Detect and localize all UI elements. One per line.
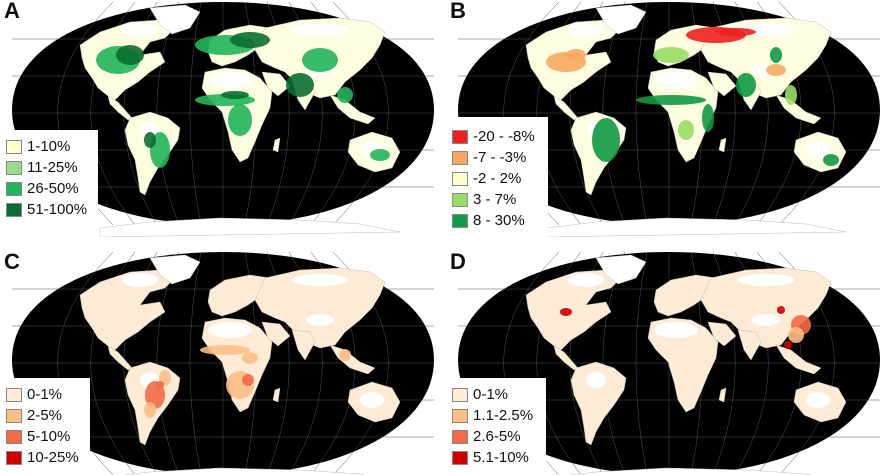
legend-item: -7 - -3%	[452, 147, 540, 168]
legend-label: 0-1%	[473, 386, 509, 403]
legend-item: 10-25%	[6, 447, 82, 468]
legend-label: 51-100%	[27, 201, 88, 218]
legend-item: 51-100%	[6, 199, 90, 220]
legend-item: -2 - 2%	[452, 168, 540, 189]
legend-label: 3 - 7%	[473, 191, 517, 208]
swatch	[6, 387, 22, 402]
southAmerica-shape	[570, 361, 627, 446]
arabia-shape	[707, 321, 737, 347]
legend-label: -7 - -3%	[473, 149, 527, 166]
swatch	[452, 387, 468, 402]
panel-b: B -20 - -8% -7 - -3% -2 - 2% 3 - 7% 8 - …	[446, 0, 892, 237]
legend-item: 26-50%	[6, 178, 90, 199]
swatch	[452, 192, 468, 207]
legend-label: 1.1-2.5%	[473, 407, 534, 424]
antarctica-shape	[545, 217, 847, 237]
antarctica-shape	[568, 467, 813, 475]
arabia-shape	[261, 71, 291, 97]
legend: -20 - -8% -7 - -3% -2 - 2% 3 - 7% 8 - 30…	[446, 117, 548, 237]
swatch	[452, 171, 468, 186]
world-map-b	[458, 1, 880, 237]
panel-label: B	[450, 0, 466, 23]
legend-label: 5-10%	[27, 428, 71, 445]
swatch	[452, 129, 468, 144]
greenland-shape	[595, 4, 647, 35]
swatch	[6, 408, 22, 423]
panel-label: D	[450, 249, 466, 274]
africa-shape	[647, 67, 719, 163]
panel-d: D 0-1% 1.1-2.5% 2.6-5% 5.1-10%	[446, 238, 892, 475]
madagascar-shape	[718, 137, 727, 153]
legend: 0-1% 1.1-2.5% 2.6-5% 5.1-10%	[446, 378, 546, 475]
legend-item: 2.6-5%	[452, 426, 538, 447]
india-shape	[737, 329, 762, 361]
seAsia-shape	[775, 344, 822, 375]
legend-item: -20 - -8%	[452, 126, 540, 147]
legend-label: -20 - -8%	[473, 128, 535, 145]
antarctica-shape	[99, 217, 401, 237]
world-map-a	[12, 1, 434, 237]
greenland-shape	[149, 254, 201, 285]
legend-item: 8 - 30%	[452, 210, 540, 231]
legend-label: -2 - 2%	[473, 170, 522, 187]
legend-item: 5.1-10%	[452, 447, 538, 468]
india-shape	[291, 329, 316, 361]
madagascar-shape	[272, 387, 281, 403]
legend: 1-10% 11-25% 26-50% 51-100%	[0, 130, 98, 237]
swatch	[452, 429, 468, 444]
legend-label: 26-50%	[27, 180, 79, 197]
world-map-c	[12, 251, 434, 475]
swatch	[6, 181, 22, 196]
legend-item: 5-10%	[6, 426, 82, 447]
legend-label: 8 - 30%	[473, 212, 525, 229]
europe-shape	[653, 274, 717, 317]
asia-shape	[254, 267, 386, 349]
legend-label: 0-1%	[27, 386, 63, 403]
legend-label: 5.1-10%	[473, 449, 529, 466]
legend-label: 2.6-5%	[473, 428, 521, 445]
legend-item: 0-1%	[6, 384, 82, 405]
panel-a: A 1-10% 11-25% 26-50% 51-100%	[0, 0, 446, 237]
world-map-d	[458, 251, 880, 475]
madagascar-shape	[272, 137, 281, 153]
africa-shape	[201, 317, 273, 413]
legend-item: 1.1-2.5%	[452, 405, 538, 426]
swatch	[452, 213, 468, 228]
swatch	[6, 160, 22, 175]
legend-item: 0-1%	[452, 384, 538, 405]
legend-item: 3 - 7%	[452, 189, 540, 210]
greenland-shape	[149, 4, 201, 35]
africa-shape	[647, 317, 719, 413]
swatch	[6, 202, 22, 217]
legend-label: 1-10%	[27, 138, 71, 155]
legend-item: 1-10%	[6, 136, 90, 157]
swatch	[6, 139, 22, 154]
legend-label: 11-25%	[27, 159, 78, 176]
legend-item: 11-25%	[6, 157, 90, 178]
madagascar-shape	[718, 387, 727, 403]
europe-shape	[207, 274, 271, 317]
arabia-shape	[707, 71, 737, 97]
greenland-shape	[595, 254, 647, 285]
legend-label: 10-25%	[27, 449, 79, 466]
swatch	[452, 450, 468, 465]
antarctica-shape	[122, 467, 367, 475]
swatch	[452, 150, 468, 165]
asia-shape	[700, 267, 832, 349]
panel-label: C	[4, 249, 20, 274]
panel-c: C 0-1% 2-5% 5-10% 10-25%	[0, 238, 446, 475]
legend-item: 2-5%	[6, 405, 82, 426]
swatch	[452, 408, 468, 423]
arabia-shape	[261, 321, 291, 347]
swatch	[6, 450, 22, 465]
swatch	[6, 429, 22, 444]
legend-label: 2-5%	[27, 407, 63, 424]
panel-label: A	[4, 0, 20, 23]
legend: 0-1% 2-5% 5-10% 10-25%	[0, 378, 90, 475]
